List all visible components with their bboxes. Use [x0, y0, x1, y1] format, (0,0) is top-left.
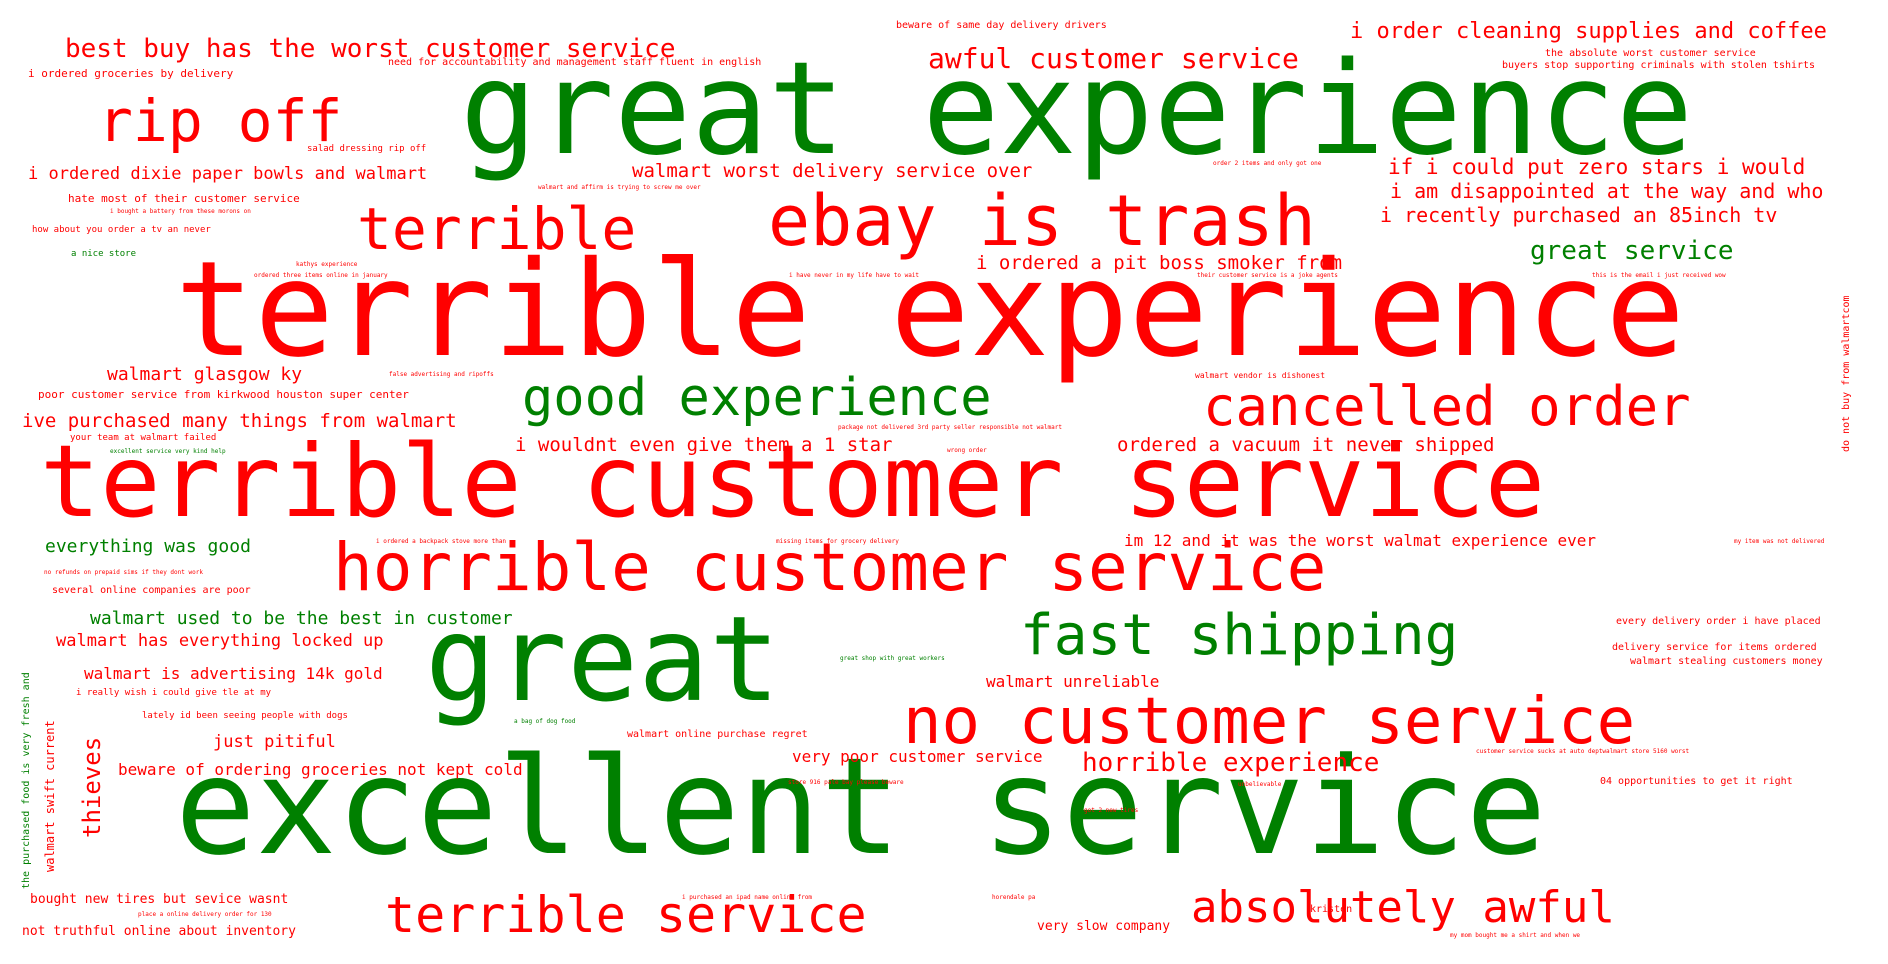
word: bought new tires but sevice wasnt: [30, 892, 289, 907]
word: ebay is trash: [768, 180, 1316, 262]
word: horrible experience: [1082, 748, 1380, 778]
word: horrible customer service: [333, 529, 1327, 606]
word: everything was good: [45, 536, 251, 557]
word: im 12 and it was the worst walmat experi…: [1124, 531, 1597, 550]
word: no refunds on prepaid sims if they dont …: [44, 569, 203, 576]
word: i wouldnt even give them a 1 star: [515, 434, 893, 456]
word: a bag of dog food: [514, 718, 576, 725]
word: your team at walmart failed: [70, 433, 217, 443]
word: buyers stop supporting criminals with st…: [1502, 60, 1816, 71]
word: thieves: [78, 736, 106, 838]
word: i really wish i could give tle at my: [76, 688, 272, 698]
word: great: [425, 590, 781, 728]
word: every delivery order i have placed: [1616, 616, 1821, 627]
word: i ordered dixie paper bowls and walmart: [28, 164, 428, 184]
word: terrible customer service: [40, 423, 1546, 540]
word: i purchased an ipad name online from: [682, 894, 813, 901]
word: several online companies are poor: [52, 585, 251, 596]
word: delivery service for items ordered: [1612, 642, 1817, 653]
word: awful customer service: [928, 42, 1299, 75]
word: customer service sucks at auto deptwalma…: [1476, 748, 1690, 755]
word: need for accountability and management s…: [388, 57, 762, 68]
word: kristen: [1310, 904, 1353, 915]
word: very poor customer service: [792, 747, 1043, 766]
word: the absolute worst customer service: [1545, 48, 1756, 59]
word: terrible service: [385, 886, 867, 944]
word: ordered a vacuum it never shipped: [1117, 434, 1495, 456]
word: i ordered a backpack stove more than: [376, 538, 507, 545]
word: i order cleaning supplies and coffee: [1350, 19, 1827, 44]
word: their customer service is a joke agents: [1197, 272, 1338, 279]
word: lately id been seeing people with dogs: [142, 711, 348, 721]
word: walmart stealing customers money: [1630, 656, 1823, 667]
word: walmart used to be the best in customer: [90, 608, 513, 629]
word: poor customer service from kirkwood hous…: [38, 388, 409, 401]
word: no customer service: [903, 685, 1636, 759]
word: 04 opportunities to get it right: [1600, 776, 1793, 787]
word: fast shipping: [1020, 603, 1459, 668]
word: store 916 pale bay please beware: [788, 779, 904, 786]
word: order 2 items and only got one: [1213, 160, 1322, 167]
word: walmart worst delivery service over: [632, 160, 1033, 182]
word: how about you order a tv an never: [32, 225, 211, 235]
word: beware of same day delivery drivers: [896, 20, 1107, 31]
word: walmart has everything locked up: [56, 631, 384, 651]
word: hate most of their customer service: [68, 192, 300, 205]
word: beware of ordering groceries not kept co…: [118, 760, 523, 779]
word: i ordered groceries by delivery: [28, 67, 234, 80]
word: rip off: [98, 87, 343, 155]
word: wrong order: [947, 447, 987, 454]
word: kathys experience: [296, 261, 358, 268]
word: this is the email i just received wow: [1592, 272, 1726, 279]
word: my item was not delivered: [1734, 538, 1825, 545]
word: place a online delivery order for 130: [138, 911, 272, 918]
word: walmart glasgow ky: [107, 364, 303, 385]
word: cancelled order: [1203, 375, 1691, 438]
word: good experience: [522, 368, 992, 428]
word: unbelievable: [1238, 781, 1282, 788]
word: package not delivered 3rd party seller r…: [838, 424, 1062, 431]
word: walmart is advertising 14k gold: [84, 664, 383, 683]
word: walmart unreliable: [986, 672, 1160, 691]
word: missing items for grocery delivery: [776, 538, 899, 545]
word: ive purchased many things from walmart: [22, 410, 457, 432]
word: the purchased food is very fresh and: [21, 672, 32, 889]
word: ordered three items online in january: [254, 272, 388, 279]
word: terrible: [357, 195, 637, 263]
word: got 2 new tires: [1084, 807, 1139, 814]
word: i recently purchased an 85inch tv: [1380, 203, 1778, 227]
word: i ordered a pit boss smoker from: [976, 252, 1343, 274]
word: i am disappointed at the way and who: [1390, 179, 1824, 203]
word: false advertising and ripoffs: [389, 371, 494, 378]
word: just pitiful: [213, 732, 336, 752]
word: i have never in my life have to wait: [789, 272, 920, 279]
word: walmart vendor is dishonest: [1195, 371, 1326, 380]
word: very slow company: [1037, 919, 1171, 934]
word: excellent service: [175, 729, 1547, 885]
word: a nice store: [71, 249, 137, 259]
word: great shop with great workers: [840, 655, 945, 662]
word: walmart online purchase regret: [627, 729, 808, 740]
word: absolutely awful: [1191, 882, 1615, 933]
word: if i could put zero stars i would: [1388, 155, 1806, 179]
word: horendale pa: [992, 894, 1036, 901]
word: i bought a battery from these morons on: [110, 208, 251, 215]
word: terrible experience: [175, 233, 1685, 387]
word: my mom bought me a shirt and when we: [1450, 932, 1581, 939]
word: excellent service very kind help: [110, 448, 226, 455]
word: salad dressing rip off: [307, 144, 427, 154]
word: walmart and affirm is trying to screw me…: [538, 184, 701, 191]
word: best buy has the worst customer service: [65, 34, 676, 64]
word: walmart swift current: [43, 720, 57, 872]
word: great experience: [460, 35, 1693, 184]
word: great service: [1530, 236, 1734, 266]
word: not truthful online about inventory: [22, 924, 296, 939]
word: do not buy from walmartcom: [1841, 295, 1852, 452]
